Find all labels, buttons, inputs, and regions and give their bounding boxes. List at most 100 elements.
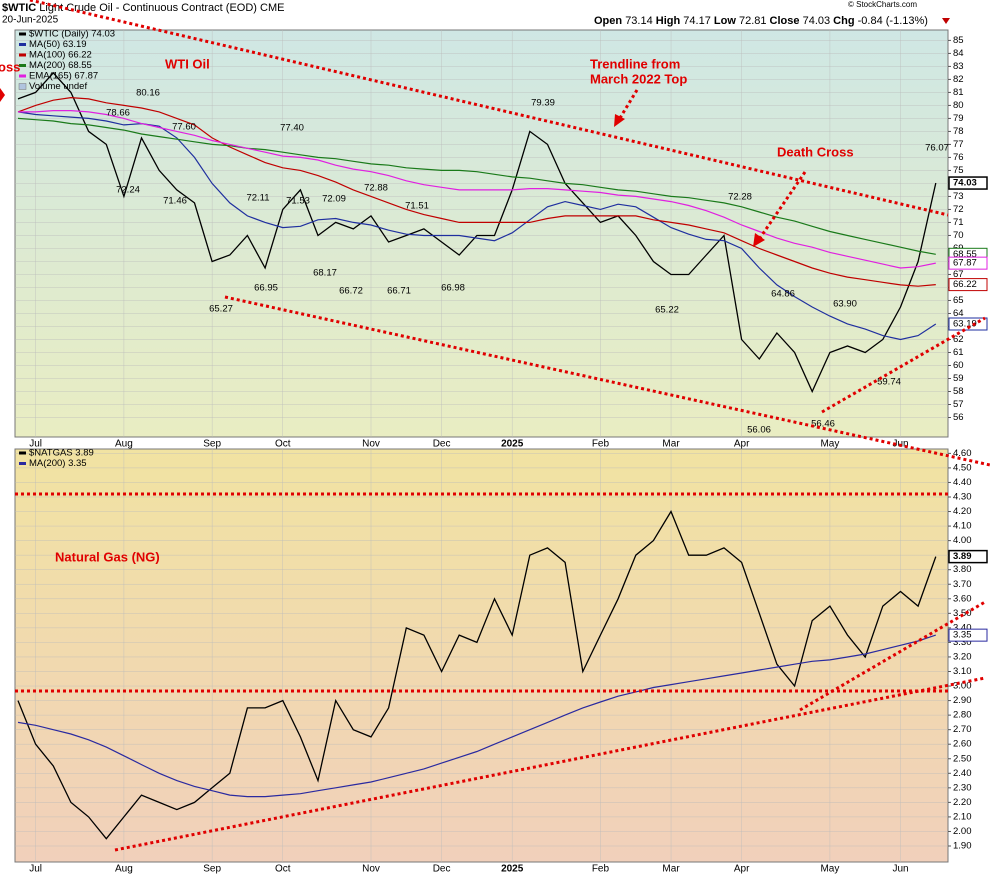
price-label: 64.86 bbox=[771, 289, 795, 300]
y-tick-label: 56 bbox=[953, 412, 964, 423]
y-tick-label: 57 bbox=[953, 399, 964, 410]
price-label: 77.40 bbox=[280, 123, 304, 134]
y-tick-label: 85 bbox=[953, 35, 964, 46]
y-tick-label: 2.10 bbox=[953, 811, 972, 822]
y-tick-label: 80 bbox=[953, 100, 964, 111]
value-box-label: 3.89 bbox=[953, 551, 972, 562]
price-label: 77.60 bbox=[172, 122, 196, 133]
plot-area bbox=[14, 29, 949, 438]
y-tick-label: 3.40 bbox=[953, 622, 972, 633]
legend-label: $WTIC (Daily) 74.03 bbox=[29, 29, 115, 40]
x-tick-label: Jul bbox=[29, 439, 42, 450]
y-tick-label: 81 bbox=[953, 87, 964, 98]
y-tick-label: 4.50 bbox=[953, 462, 972, 473]
y-tick-label: 73 bbox=[953, 191, 964, 202]
price-label: 66.98 bbox=[441, 283, 465, 294]
y-tick-label: 2.20 bbox=[953, 797, 972, 808]
legend-label: EMA(165) 67.87 bbox=[29, 71, 98, 82]
price-label: 72.09 bbox=[322, 194, 346, 205]
trendline bbox=[114, 676, 986, 852]
x-tick-label: Oct bbox=[275, 439, 291, 450]
price-label: 71.51 bbox=[405, 201, 429, 212]
legend-swatch bbox=[19, 53, 26, 57]
y-tick-label: 3.60 bbox=[953, 593, 972, 604]
series-line bbox=[17, 634, 936, 798]
arrow bbox=[758, 171, 807, 239]
x-tick-label: May bbox=[820, 439, 839, 450]
x-tick-label: Sep bbox=[203, 439, 221, 450]
arrow-head bbox=[753, 233, 765, 247]
x-tick-label: May bbox=[820, 864, 839, 875]
y-tick-label: 2.70 bbox=[953, 724, 972, 735]
y-tick-label: 3.20 bbox=[953, 651, 972, 662]
y-tick-label: 2.30 bbox=[953, 782, 972, 793]
price-label: 72.11 bbox=[246, 193, 269, 204]
q-value: 72.81 bbox=[739, 15, 767, 27]
x-tick-label: Jul bbox=[29, 864, 42, 875]
y-tick-label: 1.90 bbox=[953, 841, 972, 852]
y-tick-label: 75 bbox=[953, 165, 964, 176]
y-tick-label: 70 bbox=[953, 230, 964, 241]
y-tick-label: 78 bbox=[953, 126, 964, 137]
price-label: 72.28 bbox=[728, 192, 752, 203]
q-label: Low bbox=[714, 15, 736, 27]
value-box-label: 63.19 bbox=[953, 319, 977, 330]
value-box-label: 74.03 bbox=[953, 178, 977, 189]
legend-label: $NATGAS 3.89 bbox=[29, 448, 94, 459]
subtitle: Light Crude Oil - Continuous Contract (E… bbox=[39, 2, 284, 14]
price-label: 80.16 bbox=[136, 88, 160, 99]
price-label: 71.53 bbox=[286, 196, 310, 207]
y-tick-label: 4.60 bbox=[953, 448, 972, 459]
y-tick-label: 2.00 bbox=[953, 826, 972, 837]
y-tick-label: 4.00 bbox=[953, 535, 972, 546]
price-label: 63.90 bbox=[833, 299, 857, 310]
y-tick-label: 2.80 bbox=[953, 710, 972, 721]
price-label: 76.07 bbox=[925, 143, 949, 154]
x-tick-label: Dec bbox=[433, 439, 451, 450]
x-tick-label: Nov bbox=[362, 439, 380, 450]
quote: Open 73.14 High 74.17 Low 72.81 Close 74… bbox=[594, 15, 928, 27]
legend-label: MA(200) 68.55 bbox=[29, 60, 92, 71]
price-label: 72.88 bbox=[364, 183, 388, 194]
y-tick-label: 59 bbox=[953, 373, 964, 384]
price-label: 66.95 bbox=[254, 283, 278, 294]
legend-label: MA(200) 3.35 bbox=[29, 458, 87, 469]
series-line bbox=[18, 110, 936, 269]
y-tick-label: 77 bbox=[953, 139, 964, 150]
x-tick-label: Jun bbox=[892, 864, 908, 875]
x-tick-label: Aug bbox=[115, 864, 133, 875]
price-label: 79.39 bbox=[531, 98, 555, 109]
annotation: March 2022 Top bbox=[590, 71, 687, 86]
q-label: Close bbox=[770, 15, 800, 27]
series-line bbox=[17, 96, 936, 287]
price-label: 68.17 bbox=[313, 268, 337, 279]
y-tick-label: 3.70 bbox=[953, 579, 972, 590]
x-tick-label: Aug bbox=[115, 439, 133, 450]
arrow-head bbox=[0, 88, 5, 102]
y-tick-label: 2.40 bbox=[953, 768, 972, 779]
annotation: Natural Gas (NG) bbox=[55, 549, 160, 564]
x-tick-label: Apr bbox=[734, 439, 750, 450]
y-tick-label: 58 bbox=[953, 386, 964, 397]
down-arrow bbox=[942, 18, 950, 24]
value-box bbox=[948, 278, 988, 292]
series-line bbox=[17, 117, 936, 255]
value-box bbox=[948, 549, 988, 564]
y-tick-label: 62 bbox=[953, 334, 964, 345]
x-tick-label: Oct bbox=[275, 864, 291, 875]
q-label: Chg bbox=[833, 15, 854, 27]
q-value: 74.17 bbox=[683, 15, 711, 27]
plot-area bbox=[14, 448, 949, 863]
annotation: oss bbox=[0, 59, 20, 74]
price-label: 78.66 bbox=[106, 108, 130, 119]
y-tick-label: 84 bbox=[953, 48, 964, 59]
x-tick-label: Apr bbox=[734, 864, 750, 875]
header-title: $WTIC Light Crude Oil - Continuous Contr… bbox=[2, 2, 284, 14]
y-tick-label: 3.50 bbox=[953, 608, 972, 619]
series-line bbox=[17, 510, 937, 840]
y-tick-label: 64 bbox=[953, 308, 964, 319]
value-box bbox=[948, 628, 988, 642]
series-line bbox=[17, 71, 937, 394]
x-tick-label: Mar bbox=[662, 864, 680, 875]
